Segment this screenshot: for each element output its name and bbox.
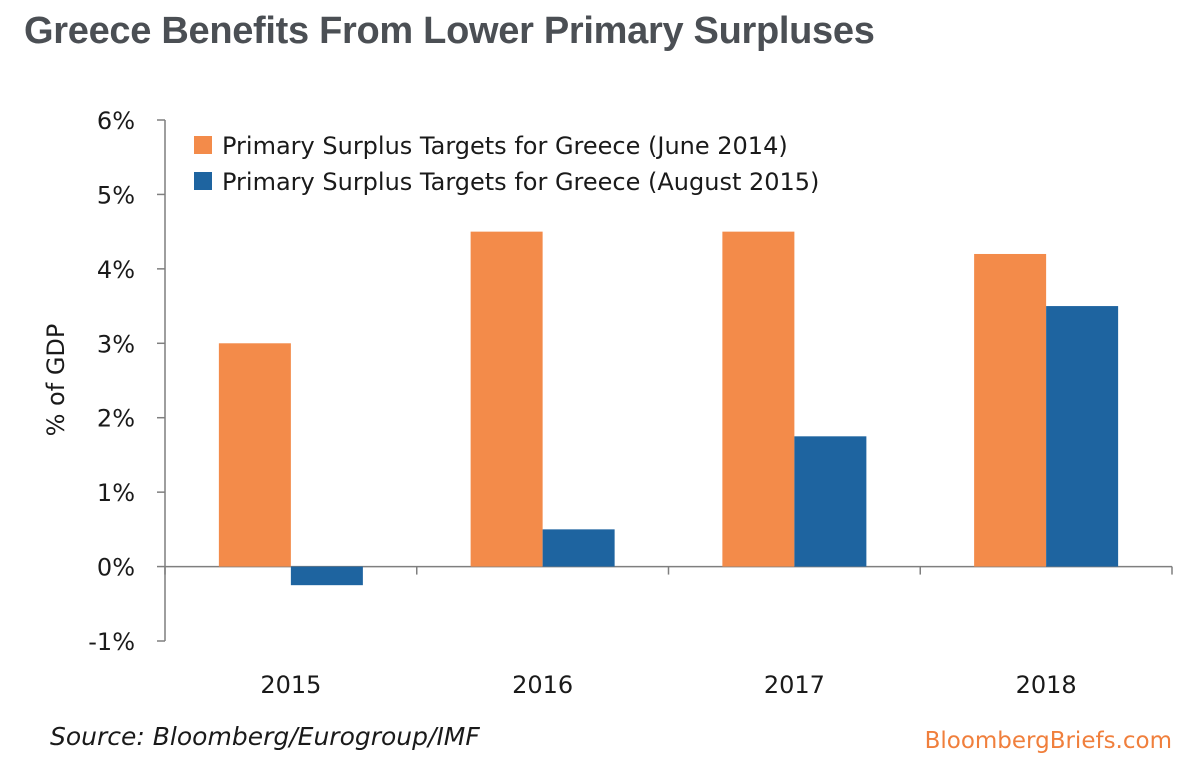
- legend-label-june-2014: Primary Surplus Targets for Greece (June…: [222, 132, 788, 160]
- y-axis-label: % of GDP: [42, 324, 70, 437]
- x-tick-label: 2015: [260, 671, 321, 699]
- legend-swatch-june-2014: [194, 136, 212, 154]
- y-tick-label: 1%: [97, 479, 135, 507]
- legend-swatch-august-2015: [194, 172, 212, 190]
- bars: [218, 231, 1119, 586]
- y-tick-label: 4%: [97, 256, 135, 284]
- x-tick-label: 2018: [1016, 671, 1077, 699]
- y-tick-label: 2%: [97, 405, 135, 433]
- source-note: Source: Bloomberg/Eurogroup/IMF: [50, 722, 480, 751]
- x-tick-label: 2016: [512, 671, 573, 699]
- bar-august-2015-2015: [290, 566, 363, 586]
- y-tick-label: 0%: [97, 554, 135, 582]
- y-tick-label: -1%: [88, 628, 135, 656]
- x-tick-label: 2017: [764, 671, 825, 699]
- chart-title: Greece Benefits From Lower Primary Surpl…: [24, 10, 875, 52]
- bar-august-2015-2017: [794, 436, 867, 567]
- legend: Primary Surplus Targets for Greece (June…: [194, 132, 819, 196]
- bar-june-2014-2016: [470, 231, 543, 567]
- bar-august-2015-2018: [1046, 306, 1119, 567]
- bar-august-2015-2016: [542, 529, 615, 567]
- y-tick-labels: -1% 0% 1% 2% 3% 4% 5% 6%: [88, 107, 135, 656]
- bar-june-2014-2018: [974, 253, 1047, 567]
- bar-june-2014-2015: [218, 343, 291, 567]
- bar-june-2014-2017: [722, 231, 795, 567]
- x-tick-labels: 2015 2016 2017 2018: [260, 671, 1076, 699]
- y-tick-label: 6%: [97, 107, 135, 135]
- y-tick-label: 5%: [97, 181, 135, 209]
- brand-logo-text: BloombergBriefs.com: [924, 728, 1172, 754]
- y-tick-label: 3%: [97, 330, 135, 358]
- legend-label-august-2015: Primary Surplus Targets for Greece (Augu…: [222, 168, 819, 196]
